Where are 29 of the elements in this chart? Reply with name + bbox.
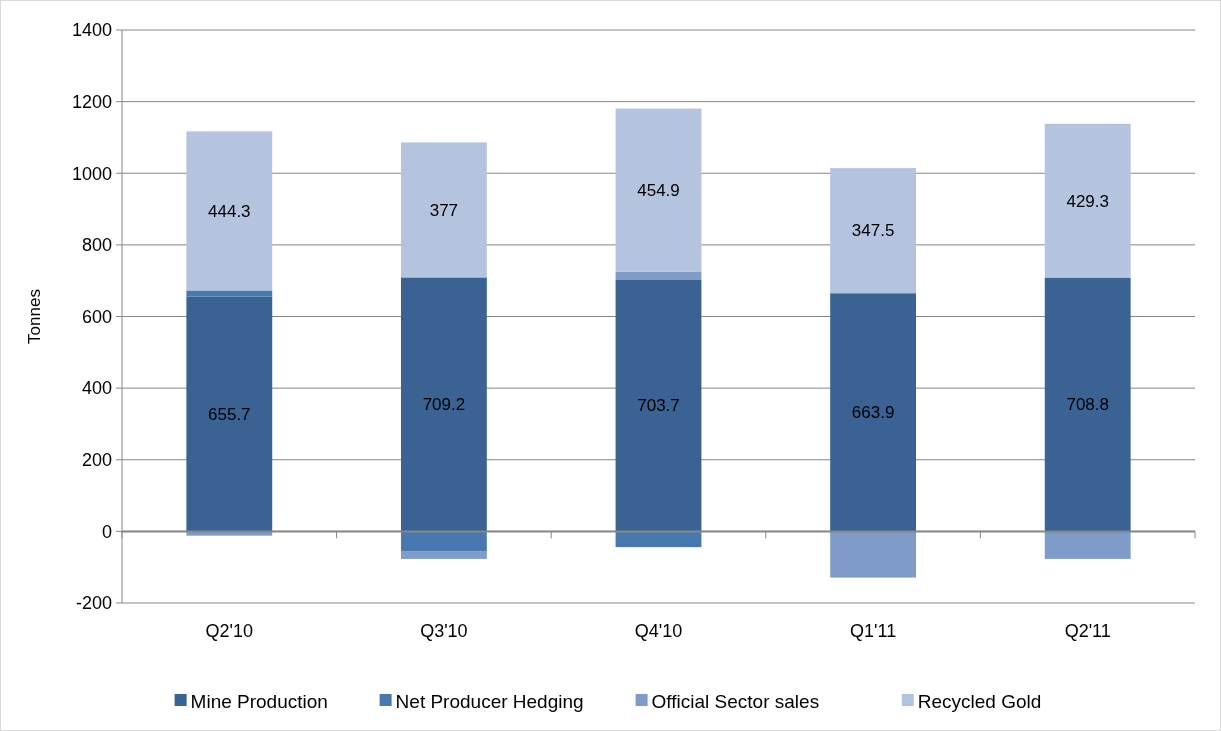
data-label: 663.9	[851, 403, 895, 423]
legend-label: Recycled Gold	[917, 690, 1042, 712]
y-axis-title: Tonnes	[25, 289, 44, 344]
data-label: 709.2	[422, 395, 466, 415]
y-tick-label: 200	[81, 450, 112, 471]
y-tick-label: 1200	[71, 91, 112, 112]
x-tick-label: Q3'10	[420, 621, 468, 641]
legend-label: Mine Production	[190, 690, 328, 712]
y-tick-label: 1400	[71, 20, 112, 41]
data-label: 377	[429, 200, 459, 220]
data-label: 347.5	[851, 221, 895, 241]
y-tick-label: 600	[81, 306, 112, 327]
data-label: 708.8	[1066, 395, 1109, 415]
legend-label: Net Producer Hedging	[395, 690, 584, 712]
y-tick-label: 400	[81, 378, 112, 399]
y-tick-label: 0	[101, 521, 112, 542]
x-tick-label: Q2'10	[205, 621, 254, 641]
y-tick-label: -200	[75, 593, 112, 614]
data-label: 444.3	[208, 201, 251, 221]
y-tick-label: 800	[81, 235, 112, 256]
x-tick-label: Q2'11	[1064, 621, 1111, 641]
x-tick-label: Q4'10	[634, 621, 683, 641]
legend-label: Official Sector sales	[651, 690, 820, 712]
x-tick-label: Q1'11	[850, 621, 897, 641]
y-tick-label: 1000	[71, 163, 112, 184]
data-label: 655.7	[208, 404, 251, 424]
data-label: 429.3	[1066, 191, 1109, 211]
data-label: 703.7	[637, 396, 680, 416]
data-label: 454.9	[637, 180, 680, 200]
